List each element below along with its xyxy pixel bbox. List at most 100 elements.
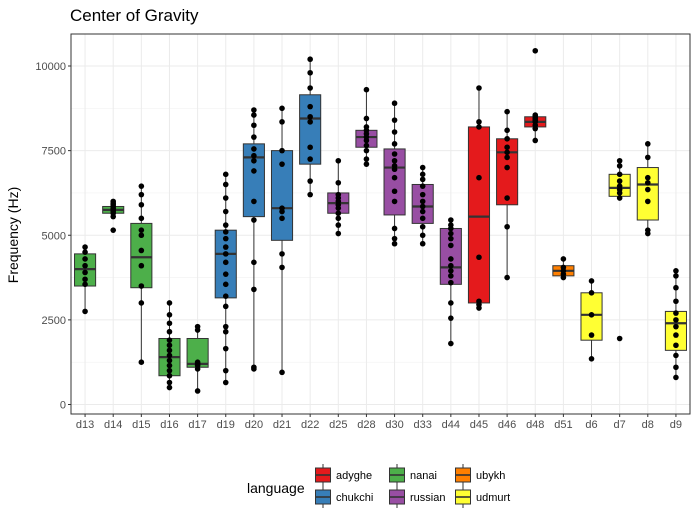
box-d44 bbox=[439, 217, 462, 347]
data-point bbox=[222, 195, 229, 201]
data-point bbox=[166, 328, 173, 335]
data-point bbox=[616, 157, 623, 164]
data-point bbox=[110, 198, 117, 205]
data-point bbox=[616, 163, 623, 169]
box-d20 bbox=[242, 107, 265, 372]
y-tick-label: 7500 bbox=[42, 146, 66, 158]
data-point bbox=[391, 141, 398, 147]
data-point bbox=[138, 247, 145, 254]
box-d28 bbox=[355, 86, 378, 167]
data-point bbox=[166, 367, 173, 374]
box-d9 bbox=[664, 267, 687, 381]
box-body bbox=[242, 143, 265, 218]
box-d30 bbox=[383, 100, 406, 247]
data-point bbox=[363, 156, 370, 162]
legend-label: udmurt bbox=[476, 492, 510, 504]
data-point bbox=[279, 205, 285, 211]
data-point bbox=[138, 300, 145, 306]
box-body bbox=[467, 126, 491, 304]
data-point bbox=[82, 269, 88, 276]
data-point bbox=[673, 284, 679, 291]
box-d33 bbox=[411, 164, 434, 247]
legend: language adyghe chukchi nanai russian ubykh u… bbox=[247, 464, 510, 508]
legend-item-chukchi: chukchi bbox=[315, 486, 373, 508]
data-point bbox=[673, 374, 679, 381]
data-point bbox=[644, 174, 651, 181]
data-point bbox=[448, 273, 454, 279]
data-point bbox=[138, 262, 145, 269]
x-tick-label: d14 bbox=[104, 419, 122, 431]
data-point bbox=[222, 323, 229, 330]
data-point bbox=[166, 337, 173, 343]
data-point bbox=[448, 242, 454, 249]
data-point bbox=[82, 281, 88, 288]
legend-label: nanai bbox=[410, 470, 437, 482]
x-tick-label: d9 bbox=[670, 419, 682, 431]
data-point bbox=[82, 276, 88, 283]
data-point bbox=[616, 171, 623, 178]
x-tick-label: d13 bbox=[76, 419, 94, 431]
x-tick-label: d21 bbox=[273, 419, 291, 431]
data-point bbox=[448, 315, 454, 321]
data-point bbox=[504, 149, 510, 156]
data-point bbox=[419, 183, 426, 189]
legend-label: chukchi bbox=[336, 492, 373, 504]
data-point bbox=[363, 142, 370, 149]
data-point bbox=[616, 178, 623, 184]
data-point bbox=[279, 264, 285, 271]
box-d17 bbox=[186, 323, 209, 394]
x-tick-label: d17 bbox=[188, 419, 206, 431]
data-point bbox=[222, 171, 229, 178]
data-point bbox=[448, 300, 454, 306]
x-tick-label: d44 bbox=[442, 419, 460, 431]
data-point bbox=[138, 191, 145, 198]
data-point bbox=[476, 119, 482, 125]
data-point bbox=[363, 147, 370, 154]
x-tick-label: d45 bbox=[470, 419, 488, 431]
box-d21 bbox=[270, 105, 294, 376]
box-d16 bbox=[158, 300, 181, 391]
data-point bbox=[335, 179, 342, 186]
y-axis-title: Frequency (Hz) bbox=[5, 187, 21, 283]
box-d46 bbox=[496, 108, 519, 281]
legend-item-ubykh: ubykh bbox=[455, 464, 505, 486]
data-point bbox=[448, 340, 454, 347]
data-point bbox=[448, 217, 454, 223]
data-point bbox=[476, 174, 482, 181]
data-point bbox=[644, 154, 651, 161]
box-d8 bbox=[636, 141, 659, 237]
data-point bbox=[476, 85, 482, 91]
data-point bbox=[419, 240, 426, 247]
box-d51 bbox=[552, 256, 575, 281]
x-tick-label: d15 bbox=[132, 419, 150, 431]
data-point bbox=[644, 227, 651, 233]
data-point bbox=[138, 232, 145, 239]
data-point bbox=[307, 113, 313, 120]
data-point bbox=[363, 161, 370, 167]
data-point bbox=[194, 323, 201, 330]
data-point bbox=[307, 85, 313, 91]
data-point bbox=[166, 384, 173, 391]
data-point bbox=[448, 235, 454, 242]
data-point bbox=[532, 47, 539, 54]
y-tick-label: 0 bbox=[60, 400, 66, 412]
data-point bbox=[279, 105, 285, 112]
data-point bbox=[363, 86, 370, 93]
data-point bbox=[476, 298, 482, 305]
data-point bbox=[222, 235, 229, 242]
data-point bbox=[222, 251, 229, 257]
legend-item-russian: russian bbox=[389, 486, 445, 508]
data-point bbox=[251, 259, 257, 266]
data-point bbox=[476, 254, 482, 261]
data-point bbox=[391, 100, 398, 107]
data-point bbox=[363, 115, 370, 122]
data-point bbox=[110, 227, 117, 233]
box-d7 bbox=[608, 157, 631, 342]
data-point bbox=[448, 279, 454, 286]
data-point bbox=[448, 262, 454, 269]
data-point bbox=[616, 195, 623, 201]
data-point bbox=[419, 232, 426, 239]
data-point bbox=[222, 181, 229, 188]
legend-label: adyghe bbox=[336, 470, 372, 482]
